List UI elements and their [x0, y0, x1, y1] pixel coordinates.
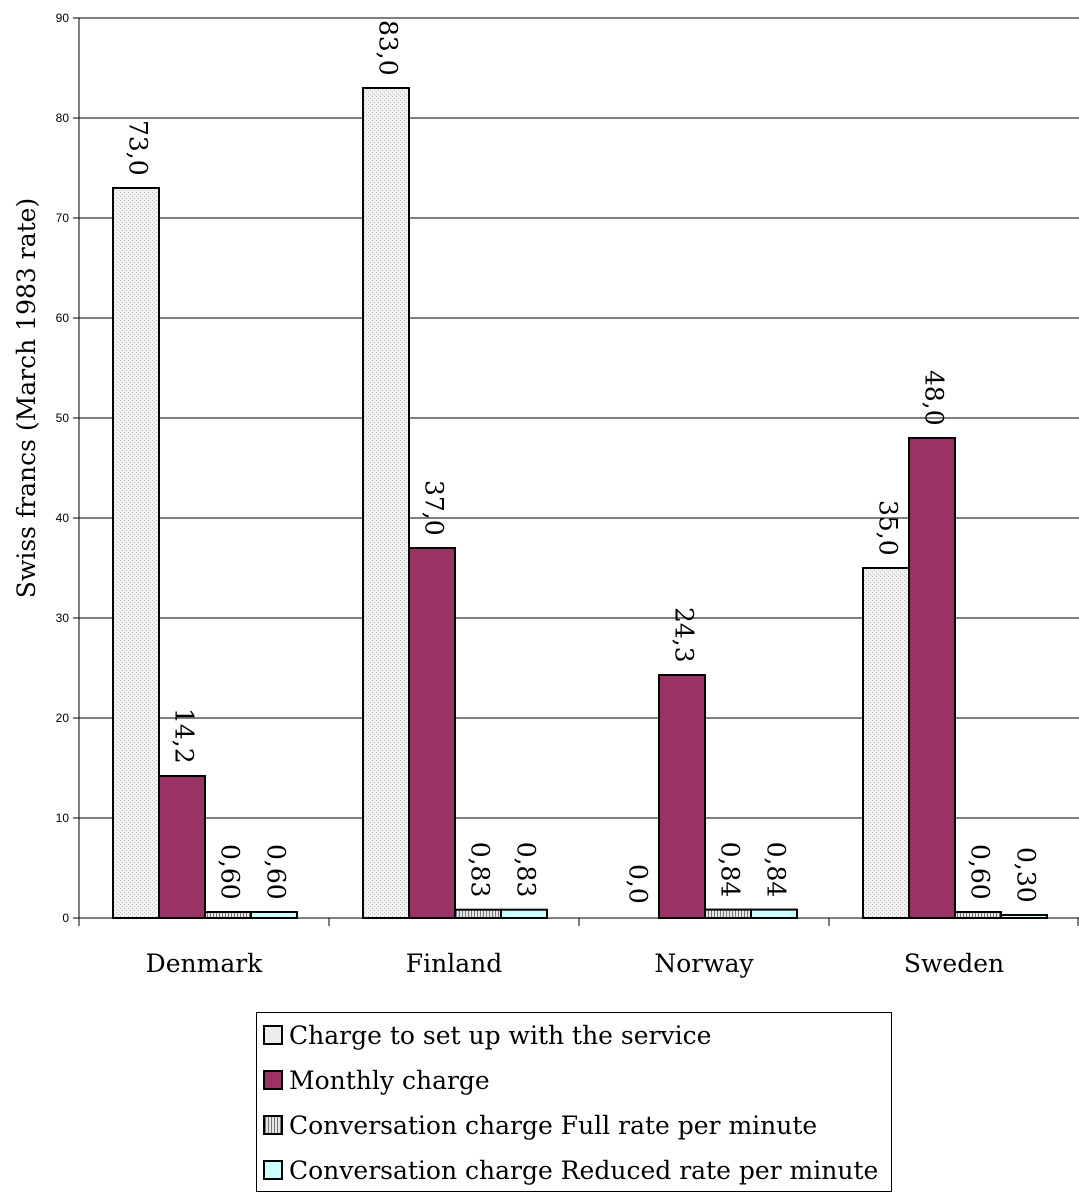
- data-label: 48,0: [920, 370, 949, 426]
- legend: Charge to set up with the service Monthl…: [256, 1012, 892, 1192]
- data-label: 0,84: [762, 842, 791, 898]
- legend-label-full-rate: Conversation charge Full rate per minute: [289, 1110, 818, 1140]
- bar: [362, 87, 410, 919]
- bar: [454, 908, 502, 920]
- y-tick-label: 80: [56, 111, 70, 125]
- data-label: 14,2: [170, 708, 199, 764]
- y-tick-label: 0: [62, 911, 69, 925]
- bar: [158, 775, 206, 919]
- bars: [112, 87, 1048, 920]
- axes: 0 10 20 30 40 50 60 70 80 90 Denmark Finland Norway S…: [56, 11, 1079, 978]
- y-tick-label: 10: [56, 811, 70, 825]
- data-label: 24,3: [670, 607, 699, 663]
- bar: [658, 674, 706, 919]
- data-labels: 73,0 83,0 0,0 35,0 14,2 37,0 24,3 48,0 0,60 0,83 0…: [124, 20, 1041, 904]
- bar: [408, 547, 456, 919]
- data-label: 35,0: [874, 500, 903, 556]
- legend-item-full-rate: Conversation charge Full rate per minute: [263, 1110, 817, 1140]
- data-label: 0,84: [716, 842, 745, 898]
- legend-swatch-reduced-rate: [263, 1160, 283, 1180]
- bar: [112, 187, 160, 919]
- y-tick-label: 30: [56, 611, 70, 625]
- x-tick-label: Sweden: [904, 949, 1004, 978]
- y-tick-label: 40: [56, 511, 70, 525]
- data-label: 37,0: [420, 480, 449, 536]
- bar: [500, 908, 548, 920]
- legend-item-setup: Charge to set up with the service: [263, 1020, 711, 1050]
- y-axis-title: Swiss francs (March 1983 rate): [12, 198, 41, 598]
- data-label: 83,0: [374, 20, 403, 76]
- x-tick-label: Norway: [654, 949, 754, 978]
- data-label: 0,83: [512, 842, 541, 898]
- legend-label-monthly: Monthly charge: [289, 1065, 490, 1095]
- bar: [750, 908, 798, 919]
- legend-swatch-full-rate: [263, 1115, 283, 1135]
- x-tick-label: Finland: [406, 949, 502, 978]
- y-tick-label: 50: [56, 411, 70, 425]
- bar: [908, 437, 956, 919]
- data-label: 0,83: [466, 842, 495, 898]
- data-label: 73,0: [124, 120, 153, 176]
- y-tick-label: 90: [56, 11, 70, 25]
- data-label: 0,60: [216, 844, 245, 900]
- bar: [250, 911, 298, 919]
- legend-item-reduced-rate: Conversation charge Reduced rate per min…: [263, 1155, 878, 1185]
- x-tick-label: Denmark: [146, 949, 264, 978]
- legend-item-monthly: Monthly charge: [263, 1065, 490, 1095]
- data-label: 0,60: [966, 844, 995, 900]
- y-tick-label: 60: [56, 311, 70, 325]
- data-label: 0,0: [624, 864, 653, 904]
- data-label: 0,60: [262, 844, 291, 900]
- bar: [204, 911, 252, 919]
- y-tick-label: 70: [56, 211, 70, 225]
- data-label: 0,30: [1012, 847, 1041, 903]
- legend-label-reduced-rate: Conversation charge Reduced rate per min…: [289, 1155, 879, 1185]
- legend-swatch-setup: [263, 1025, 283, 1045]
- bar: [862, 567, 910, 919]
- gridlines: [79, 17, 1079, 819]
- legend-swatch-monthly: [263, 1070, 283, 1090]
- bar: [954, 911, 1002, 919]
- legend-label-setup: Charge to set up with the service: [289, 1020, 712, 1050]
- y-tick-label: 20: [56, 711, 70, 725]
- bar: [704, 908, 752, 919]
